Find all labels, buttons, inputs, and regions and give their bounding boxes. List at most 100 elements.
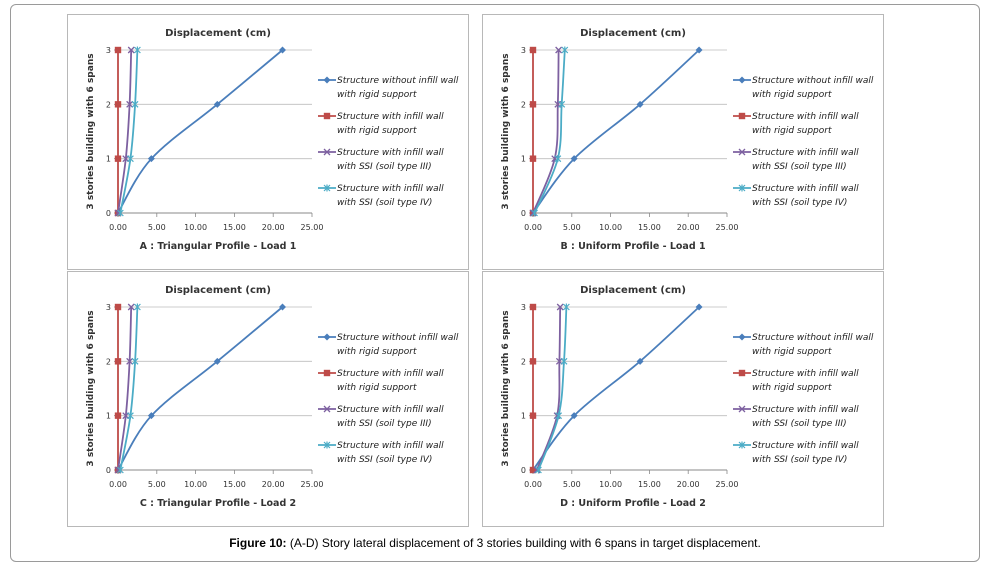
series-line — [532, 49, 560, 214]
chart-panel-a: Displacement (cm) 0 1 2 3 0.00 5.00 10.00 15.00 2… — [67, 14, 469, 270]
chart-svg: Displacement (cm) 0 1 2 3 0.00 5.00 10.00 15.00 2… — [86, 285, 459, 509]
series-2 — [529, 303, 537, 474]
caption-label: Figure 10: — [229, 536, 287, 550]
chart-subtitle: D : Uniform Profile - Load 2 — [560, 498, 706, 509]
x-tick-label: 0.00 — [109, 223, 127, 232]
data-point — [131, 100, 139, 108]
legend-label: Structure with infill wall — [752, 148, 859, 158]
legend-marker — [738, 405, 746, 413]
data-point — [114, 155, 122, 162]
series-line — [119, 306, 139, 471]
legend-marker — [323, 184, 331, 192]
data-point — [114, 46, 122, 54]
x-tick-label: 10.00 — [599, 480, 622, 489]
legend-label: with SSI (soil type IV) — [337, 455, 432, 465]
data-point — [570, 155, 578, 163]
legend-marker — [323, 76, 331, 84]
y-tick-label: 3 — [106, 46, 111, 55]
series-line — [532, 306, 700, 471]
y-tick-label: 2 — [521, 357, 526, 366]
legend-label: Structure with infill wall — [337, 112, 444, 122]
x-tick-label: 15.00 — [638, 480, 661, 489]
caption-text: (A-D) Story lateral displacement of 3 st… — [286, 536, 761, 550]
legend-label: Structure without infill wall — [752, 333, 874, 343]
series-line — [117, 49, 284, 214]
data-point — [126, 100, 134, 108]
data-point — [529, 303, 537, 311]
y-tick-label: 1 — [106, 155, 111, 164]
figure-caption: Figure 10: (A-D) Story lateral displacem… — [0, 536, 990, 550]
data-point — [114, 303, 122, 311]
legend-label: Structure with infill wall — [752, 369, 859, 379]
data-point — [114, 412, 122, 419]
data-point — [126, 357, 134, 365]
legend-marker — [323, 333, 331, 341]
y-tick-label: 3 — [521, 46, 526, 55]
series-line — [536, 306, 562, 471]
y-tick-label: 2 — [106, 357, 111, 366]
data-point — [570, 412, 578, 420]
legend-label: with rigid support — [752, 347, 832, 357]
legend-label: Structure with infill wall — [337, 148, 444, 158]
data-point — [213, 357, 221, 365]
series-line — [117, 49, 133, 214]
legend-label: with rigid support — [752, 126, 832, 136]
data-point — [695, 303, 703, 311]
series-2 — [529, 46, 537, 217]
legend-label: Structure with infill wall — [337, 369, 444, 379]
series-1 — [114, 303, 287, 474]
chart-subtitle: C : Triangular Profile - Load 2 — [140, 498, 296, 509]
legend-marker — [323, 112, 331, 120]
data-point — [529, 155, 537, 162]
data-point — [147, 155, 155, 163]
x-tick-label: 15.00 — [223, 223, 246, 232]
x-tick-label: 15.00 — [223, 480, 246, 489]
legend-label: Structure with infill wall — [337, 441, 444, 451]
legend-label: with SSI (soil type III) — [752, 162, 847, 172]
x-tick-label: 10.00 — [184, 480, 207, 489]
legend-label: with SSI (soil type III) — [752, 419, 847, 429]
legend-label: Structure with infill wall — [752, 112, 859, 122]
legend-label: Structure with infill wall — [337, 184, 444, 194]
chart-panel-b: Displacement (cm) 0 1 2 3 0.00 5.00 10.00 15.00 2… — [482, 14, 884, 270]
series-1 — [114, 46, 287, 217]
data-point — [147, 412, 155, 420]
series-line — [533, 49, 566, 214]
legend-label: Structure without infill wall — [337, 76, 459, 86]
x-tick-label: 20.00 — [262, 480, 285, 489]
x-tick-label: 5.00 — [563, 480, 581, 489]
chart-title: Displacement (cm) — [165, 285, 271, 296]
chart-subtitle: B : Uniform Profile - Load 1 — [560, 241, 705, 252]
series-4 — [116, 303, 141, 474]
data-point — [116, 466, 124, 474]
data-point — [114, 358, 122, 365]
x-tick-label: 10.00 — [184, 223, 207, 232]
legend-label: with rigid support — [337, 347, 417, 357]
legend-label: with SSI (soil type IV) — [752, 198, 847, 208]
legend-label: with rigid support — [337, 90, 417, 100]
data-point — [556, 303, 564, 311]
x-tick-label: 10.00 — [599, 223, 622, 232]
legend-label: with rigid support — [337, 126, 417, 136]
legend-marker — [738, 333, 746, 341]
data-point — [279, 303, 287, 311]
data-point — [529, 412, 537, 419]
y-tick-label: 0 — [521, 466, 526, 475]
y-axis-label: 3 stories building with 6 spans — [86, 310, 96, 466]
legend-marker — [323, 441, 331, 449]
data-point — [535, 466, 542, 474]
x-tick-label: 5.00 — [563, 223, 581, 232]
legend-marker — [738, 441, 746, 449]
y-tick-label: 0 — [106, 209, 111, 218]
chart-title: Displacement (cm) — [580, 28, 686, 39]
series-1 — [529, 303, 703, 474]
legend-marker — [323, 148, 331, 156]
legend-marker — [323, 369, 331, 377]
chart-subtitle: A : Triangular Profile - Load 1 — [140, 241, 297, 252]
data-point — [131, 357, 139, 365]
data-point — [636, 100, 644, 108]
data-point — [116, 209, 124, 217]
legend-marker — [323, 405, 331, 413]
data-point — [213, 100, 221, 108]
chart-svg: Displacement (cm) 0 1 2 3 0.00 5.00 10.00 15.00 2… — [501, 285, 874, 509]
